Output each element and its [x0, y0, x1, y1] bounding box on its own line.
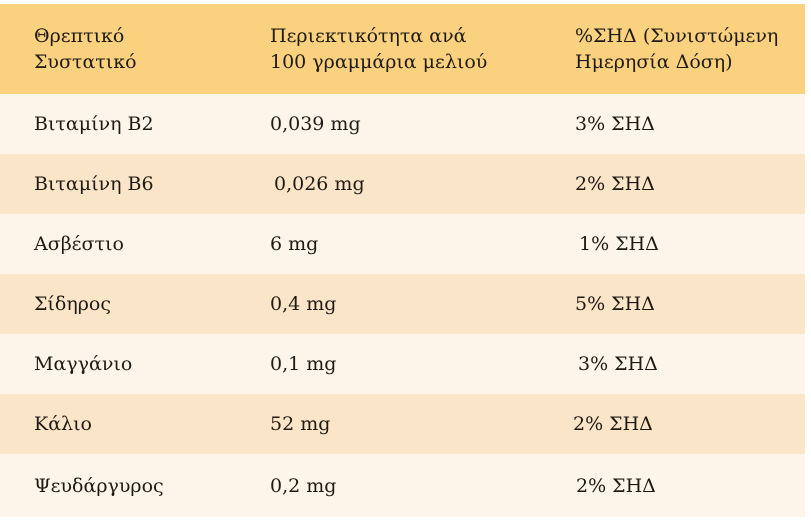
table-header-row: Θρεπτικό Συστατικό Περιεκτικότητα ανά 10…	[0, 4, 805, 94]
rda-cell: 2% ΣΗΔ	[576, 474, 656, 497]
amount-cell: 0,1 mg	[270, 353, 337, 375]
nutrient-cell: Ψευδάργυρος	[34, 474, 164, 497]
nutrient-cell: Κάλιο	[34, 413, 92, 435]
table-row: Βιταμίνη Β2 0,039 mg 3% ΣΗΔ	[0, 94, 805, 154]
amount-cell: 52 mg	[270, 413, 331, 435]
table-row: Ψευδάργυρος 0,2 mg 2% ΣΗΔ	[0, 454, 805, 517]
nutrient-cell: Σίδηρος	[34, 293, 111, 315]
table-row: Σίδηρος 0,4 mg 5% ΣΗΔ	[0, 274, 805, 334]
amount-cell: 6 mg	[270, 233, 319, 255]
table-row: Κάλιο 52 mg 2% ΣΗΔ	[0, 394, 805, 454]
rda-cell: 5% ΣΗΔ	[575, 293, 655, 315]
amount-cell: 0,2 mg	[270, 474, 337, 497]
table-row: Βιταμίνη Β6 0,026 mg 2% ΣΗΔ	[0, 154, 805, 214]
rda-cell: 3% ΣΗΔ	[575, 113, 655, 135]
amount-cell: 0,4 mg	[270, 293, 337, 315]
nutrient-cell: Βιταμίνη Β6	[34, 173, 154, 195]
rda-cell: 2% ΣΗΔ	[573, 413, 653, 435]
amount-cell: 0,026 mg	[274, 173, 365, 195]
amount-cell: 0,039 mg	[270, 113, 361, 135]
rda-cell: 1% ΣΗΔ	[579, 233, 659, 255]
header-nutrient: Θρεπτικό Συστατικό	[34, 25, 137, 73]
rda-cell: 3% ΣΗΔ	[578, 353, 658, 375]
nutrient-cell: Βιταμίνη Β2	[34, 113, 154, 135]
header-amount: Περιεκτικότητα ανά 100 γραμμάρια μελιού	[270, 25, 488, 73]
table-row: Μαγγάνιο 0,1 mg 3% ΣΗΔ	[0, 334, 805, 394]
nutrient-cell: Ασβέστιο	[34, 233, 124, 255]
nutrient-cell: Μαγγάνιο	[34, 353, 133, 375]
rda-cell: 2% ΣΗΔ	[575, 173, 655, 195]
table-row: Ασβέστιο 6 mg 1% ΣΗΔ	[0, 214, 805, 274]
header-rda: %ΣΗΔ (Συνιστώμενη Ημερησία Δόση)	[575, 25, 779, 73]
